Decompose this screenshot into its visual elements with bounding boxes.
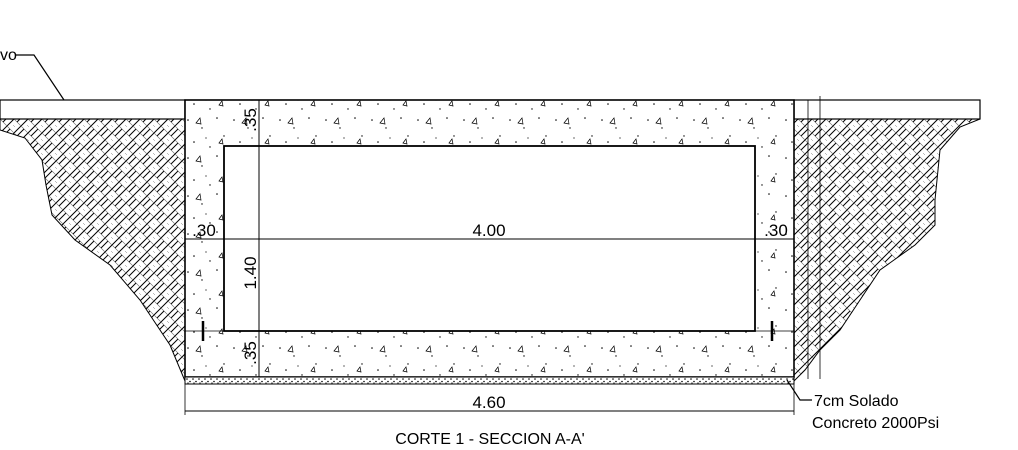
label-bottom-slab: .35	[241, 341, 260, 365]
label-right-wall: .30	[764, 221, 788, 240]
label-top-slab: .35	[241, 108, 260, 132]
solado-note-line2: Concreto 2000Psi	[812, 415, 939, 432]
label-left-wall: .30	[192, 221, 216, 240]
label-top-fragment: vo	[0, 47, 17, 64]
label-clear-width: 4.00	[472, 221, 505, 240]
soil-right	[793, 118, 981, 383]
label-total-width: 4.60	[472, 393, 505, 412]
pavement-left	[0, 99, 186, 120]
solado-leader	[786, 379, 812, 401]
label-clear-height: 1.40	[241, 256, 260, 289]
soil-left	[0, 118, 186, 382]
solado-layer	[184, 376, 795, 385]
pavement-right	[793, 99, 981, 120]
solado-note-line1: 7cm Solado	[814, 393, 899, 410]
top-label-leader	[16, 54, 65, 101]
drawing-title: CORTE 1 - SECCION A-A'	[395, 431, 584, 448]
